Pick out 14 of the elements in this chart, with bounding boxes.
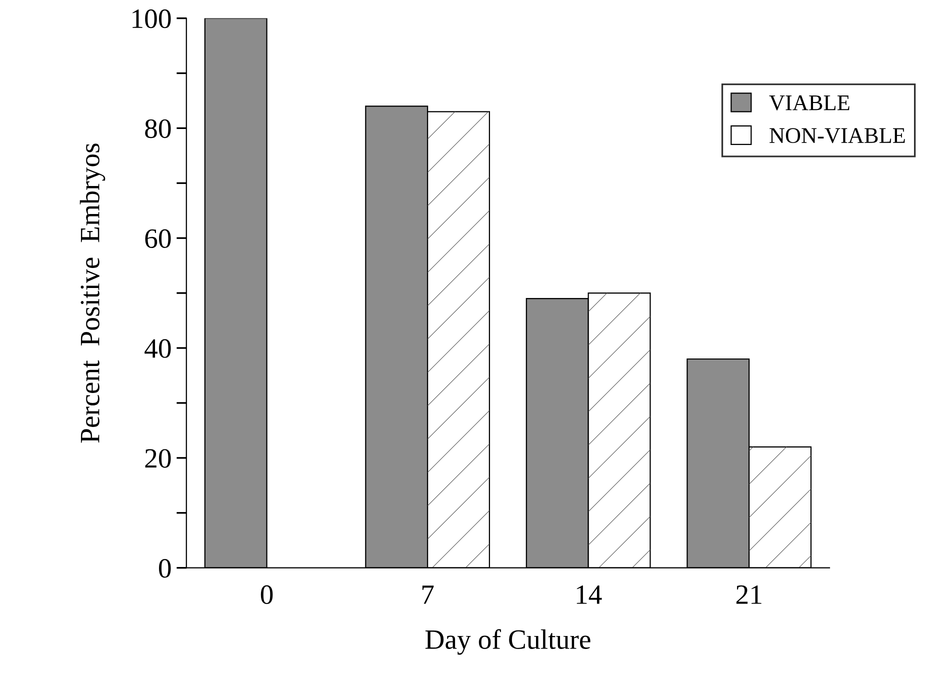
y-tick-label: 40 <box>144 339 171 358</box>
x-tick-label: 21 <box>736 585 762 604</box>
legend-label: NON-VIABLE <box>770 128 905 144</box>
x-tick-label: 0 <box>260 585 273 604</box>
x-tick-label: 14 <box>576 585 602 604</box>
x-axis-title: Day of Culture <box>425 629 590 655</box>
y-tick-label: 20 <box>145 449 171 468</box>
y-tick-label: 0 <box>158 559 171 578</box>
x-tick-label: 7 <box>422 586 434 604</box>
y-axis-title: Percent Positive Embryos <box>80 144 106 443</box>
y-tick-label: 60 <box>145 229 171 248</box>
y-tick-label: 80 <box>145 119 171 138</box>
y-tick-label: 100 <box>132 9 171 28</box>
legend-label: VIABLE <box>769 95 850 110</box>
